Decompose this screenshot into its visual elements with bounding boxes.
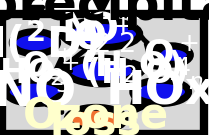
FancyArrowPatch shape (133, 62, 147, 80)
FancyArrowPatch shape (144, 53, 162, 68)
Text: loss: loss (50, 101, 142, 135)
FancyArrowPatch shape (61, 18, 76, 38)
FancyArrowPatch shape (93, 0, 109, 14)
Ellipse shape (132, 80, 188, 104)
FancyBboxPatch shape (2, 14, 204, 134)
FancyArrowPatch shape (27, 56, 43, 72)
Ellipse shape (12, 32, 57, 54)
Text: O$^+$: O$^+$ (73, 19, 133, 57)
Text: N($\mathbf{^2}$D): N($\mathbf{^2}$D) (0, 19, 98, 67)
Ellipse shape (63, 21, 139, 48)
Text: O$_2^+$(H$_2$O): O$_2^+$(H$_2$O) (21, 47, 181, 89)
Ellipse shape (66, 58, 136, 84)
Text: energetic particles precipitate into atmosphere: energetic particles precipitate into atm… (0, 0, 209, 29)
FancyArrowPatch shape (54, 50, 85, 75)
FancyArrowPatch shape (46, 95, 62, 112)
Ellipse shape (152, 46, 190, 64)
Text: HOx: HOx (105, 70, 209, 114)
Ellipse shape (6, 80, 64, 104)
FancyArrowPatch shape (27, 8, 43, 23)
Text: O$_4^+$: O$_4^+$ (143, 33, 199, 77)
Text: NO: NO (0, 68, 77, 116)
Text: Ozone: Ozone (23, 95, 169, 135)
Text: N$_2^+$: N$_2^+$ (61, 7, 121, 55)
FancyArrowPatch shape (141, 37, 163, 59)
FancyArrowPatch shape (131, 96, 150, 113)
Ellipse shape (67, 107, 125, 131)
Text: HO$_3^+$(H$_2$O)$_n$: HO$_3^+$(H$_2$O)$_n$ (0, 54, 203, 96)
Text: O$_2^+$: O$_2^+$ (85, 7, 145, 55)
